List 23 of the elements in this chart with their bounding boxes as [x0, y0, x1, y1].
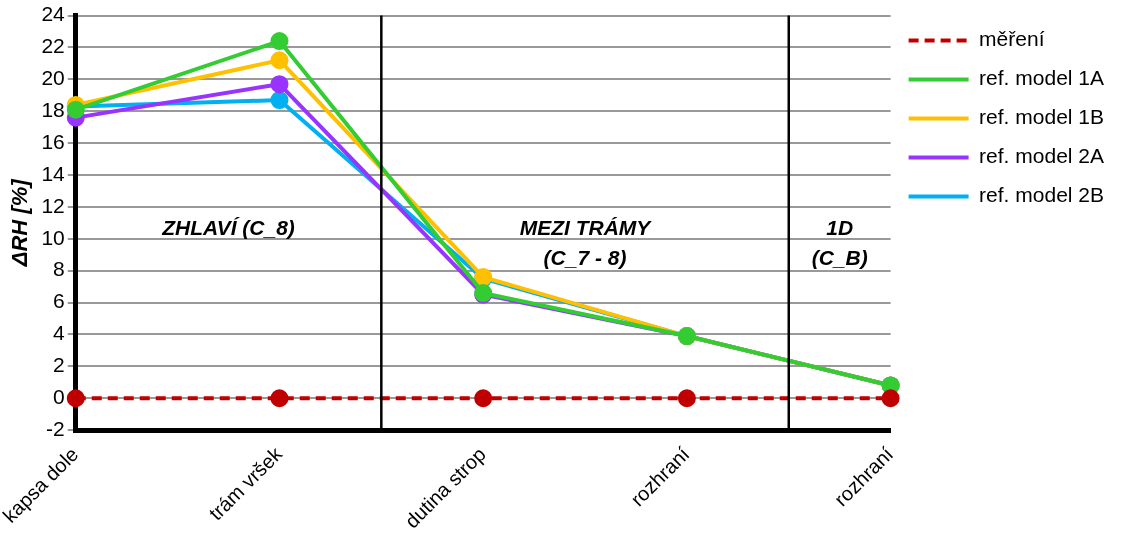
- y-tick-label: 6: [53, 289, 65, 313]
- y-tick-label: 8: [53, 257, 65, 281]
- y-tick-label: 18: [41, 98, 65, 122]
- legend-label: měření: [979, 27, 1045, 51]
- legend-label: ref. model 1A: [979, 66, 1105, 90]
- y-tick-label: 10: [41, 225, 65, 249]
- y-tick-label: -2: [46, 416, 65, 440]
- y-tick-label: 12: [41, 193, 65, 217]
- legend-label: ref. model 2B: [979, 183, 1105, 207]
- y-tick-label: 22: [41, 34, 65, 58]
- y-axis-title: ΔRH [%]: [7, 178, 33, 268]
- legend-label: ref. model 2A: [979, 144, 1105, 168]
- y-tick-label: 20: [41, 66, 65, 90]
- legend-label: ref. model 1B: [979, 105, 1105, 129]
- y-tick-label: 16: [41, 129, 65, 153]
- annotation: MEZI TRÁMY (C_7 - 8): [519, 215, 653, 269]
- annotation: ZHLAVÍ (C_8): [161, 215, 295, 239]
- y-tick-label: 24: [41, 2, 66, 26]
- annotation: 1D (C_B): [811, 215, 868, 269]
- y-tick-label: 2: [53, 353, 65, 377]
- y-tick-label: 4: [53, 321, 66, 345]
- y-tick-label: 0: [53, 385, 65, 409]
- y-tick-label: 14: [41, 161, 66, 185]
